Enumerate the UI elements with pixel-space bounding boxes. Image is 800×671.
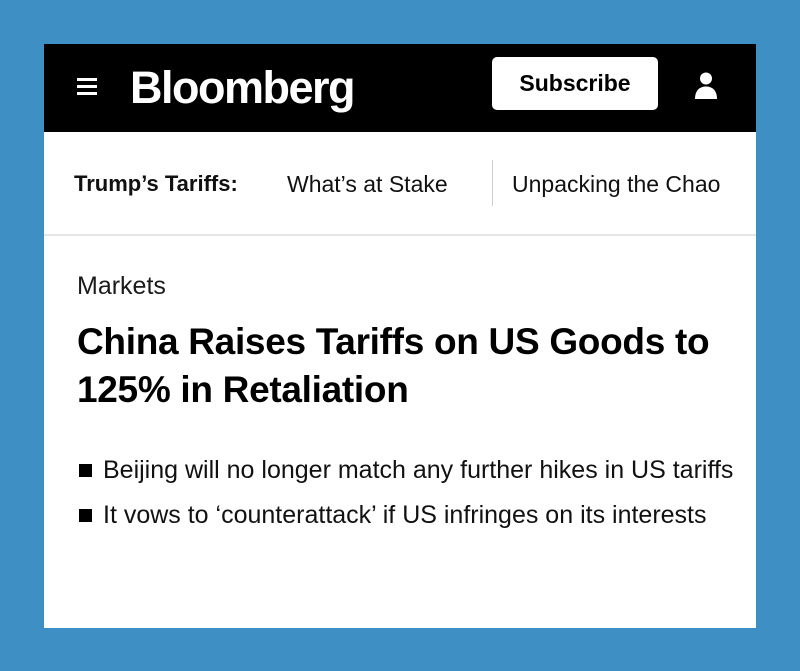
summary-bullet-item: It vows to ‘counterattack’ if US infring… (77, 497, 737, 534)
article-headline: China Raises Tariffs on US Goods to 125%… (77, 321, 710, 410)
top-header: Bloomberg Subscribe (44, 44, 756, 132)
bullet-square-icon (79, 509, 92, 522)
hamburger-menu-icon[interactable] (74, 74, 102, 100)
summary-bullet-text: It vows to ‘counterattack’ if US infring… (103, 501, 707, 529)
bullet-square-icon (79, 464, 92, 477)
bloomberg-logo[interactable]: Bloomberg (130, 62, 356, 113)
section-label[interactable]: Markets (77, 272, 166, 300)
summary-bullet-item: Beijing will no longer match any further… (77, 452, 737, 489)
user-icon[interactable] (692, 70, 720, 100)
subnav-topic-label: Trump’s Tariffs: (74, 171, 238, 196)
screenshot-card: Bloomberg Subscribe Trump’s Tariffs: Wha… (44, 44, 756, 628)
subscribe-button[interactable]: Subscribe (492, 57, 658, 110)
subnav-link-unpacking[interactable]: Unpacking the Chao (512, 171, 721, 197)
subnav-link-whats-at-stake[interactable]: What’s at Stake (287, 171, 448, 197)
topic-subnav: Trump’s Tariffs: What’s at Stake Unpacki… (44, 132, 756, 236)
summary-bullet-text: Beijing will no longer match any further… (103, 456, 734, 484)
subnav-divider (492, 160, 493, 206)
summary-bullets: Beijing will no longer match any further… (77, 452, 737, 542)
